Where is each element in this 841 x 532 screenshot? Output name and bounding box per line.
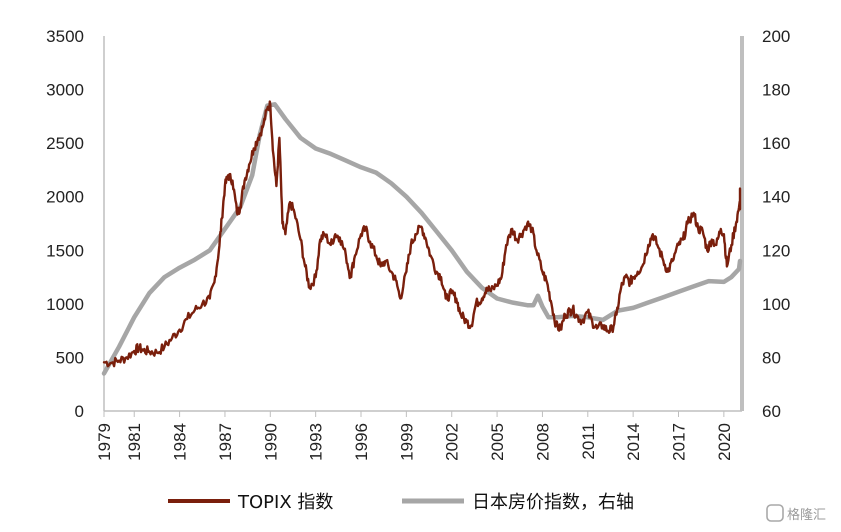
right-y-tick-label: 120: [762, 241, 790, 260]
right-y-tick-label: 160: [762, 134, 790, 153]
x-tick-label: 2011: [579, 423, 598, 460]
left-y-tick-label: 0: [75, 402, 84, 421]
left-y-tick-label: 2000: [46, 188, 84, 207]
left-y-axis-ticks: 0 500 1000 1500 2000 2500 3000 3500: [46, 27, 84, 421]
x-tick-label: 2005: [488, 423, 507, 461]
watermark-logo-icon: [766, 504, 784, 522]
right-y-tick-label: 60: [762, 402, 781, 421]
x-tick-label: 1996: [352, 423, 371, 461]
watermark-text: 格隆汇: [787, 507, 826, 523]
plot-area: 0 500 1000 1500 2000 2500 3000 3500 60 80 100 120 1…: [46, 27, 790, 461]
left-y-tick-label: 1500: [46, 241, 84, 260]
x-tick-label: 2017: [670, 423, 689, 461]
left-y-tick-label: 1000: [46, 295, 84, 314]
x-tick-label: 1999: [397, 423, 416, 461]
right-y-tick-label: 100: [762, 295, 790, 314]
x-tick-label: 2014: [624, 423, 643, 461]
x-tick-label: 1987: [216, 423, 235, 461]
x-tick-label: 2002: [443, 423, 462, 461]
legend-label-topix: TOPIX 指数: [237, 492, 333, 513]
right-y-tick-label: 200: [762, 27, 790, 46]
right-y-tick-label: 140: [762, 188, 790, 207]
x-tick-label: 1984: [171, 423, 190, 461]
left-y-tick-label: 2500: [46, 134, 84, 153]
watermark: 格隆汇: [766, 504, 826, 523]
left-y-tick-label: 3500: [46, 27, 84, 46]
legend-label-housing: 日本房价指数，右轴: [472, 492, 634, 513]
series-layer: [101, 100, 743, 376]
right-y-tick-label: 80: [762, 348, 781, 367]
legend: TOPIX 指数 日本房价指数，右轴: [168, 492, 634, 513]
x-tick-label: 1990: [261, 423, 280, 461]
series-line-topix: [102, 100, 742, 368]
x-tick-label: 1981: [125, 423, 144, 461]
right-y-tick-label: 180: [762, 81, 790, 100]
left-y-tick-label: 500: [56, 348, 84, 367]
series-line-housing-index: [101, 102, 743, 376]
x-tick-label: 1993: [307, 423, 326, 461]
x-axis-ticks: 1979 1981 1984 1987 1990 1993 1996 1999 2002 2005…: [95, 411, 734, 461]
x-tick-label: 2020: [715, 423, 734, 461]
x-tick-label: 2008: [533, 423, 552, 461]
right-y-axis-ticks: 60 80 100 120 140 160 180 200: [762, 27, 790, 421]
left-y-tick-label: 3000: [46, 81, 84, 100]
x-tick-label: 1979: [95, 423, 114, 461]
